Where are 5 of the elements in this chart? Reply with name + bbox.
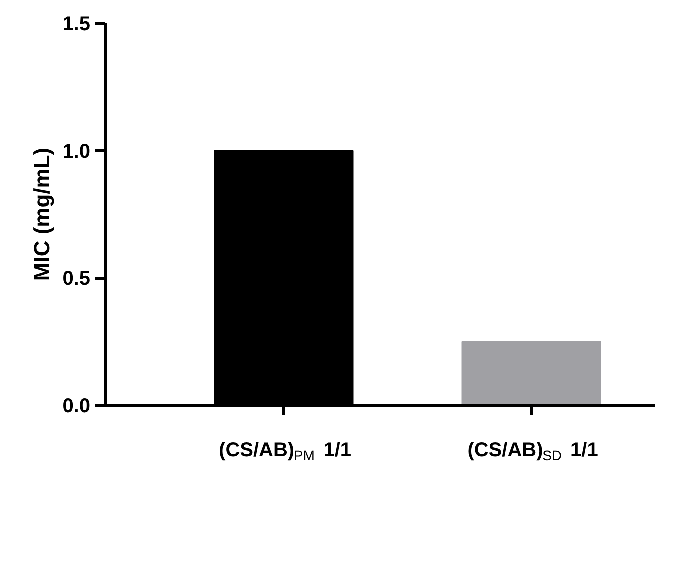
y-tick-label: 0.5 — [62, 268, 91, 290]
y-tick-label: 1.0 — [62, 140, 91, 163]
y-tick-label: 1.5 — [62, 14, 91, 36]
y-axis-title: MIC (mg/mL) — [30, 148, 55, 282]
y-tick-label: 0.0 — [62, 396, 91, 418]
